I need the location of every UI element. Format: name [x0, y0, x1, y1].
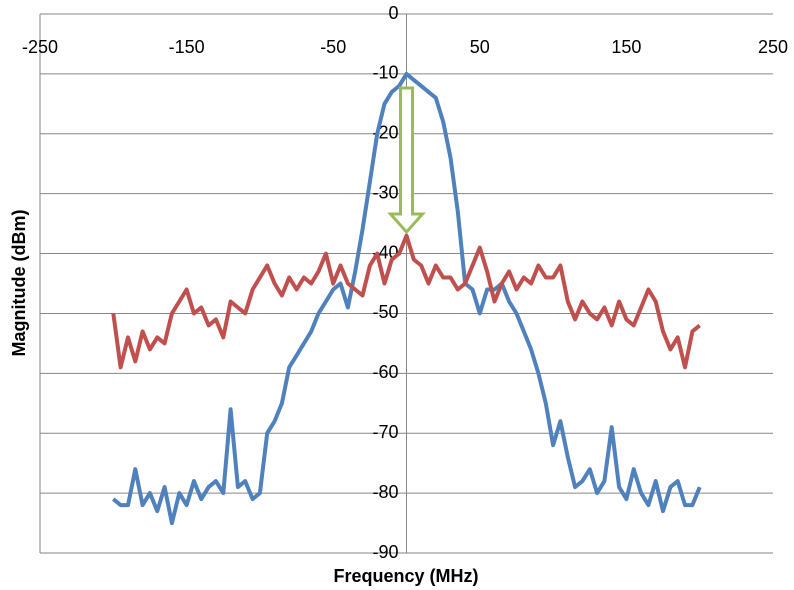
series-line [111, 233, 701, 370]
y-axis-title: Magnitude (dBm) [9, 210, 29, 357]
series-line [112, 71, 702, 526]
x-tick-label: -50 [320, 37, 346, 57]
x-tick-label: -250 [22, 37, 58, 57]
y-tick-label: -90 [372, 542, 398, 562]
x-tick-label: 50 [470, 37, 490, 57]
y-tick-label: -60 [372, 362, 398, 382]
x-tick-label: 250 [758, 37, 788, 57]
y-tick-label: -70 [372, 422, 398, 442]
annotation-arrow [387, 86, 426, 235]
y-tick-label: -80 [372, 482, 398, 502]
y-tick-label: -30 [372, 182, 398, 202]
x-tick-label: 150 [611, 37, 641, 57]
x-axis-title: Frequency (MHz) [333, 566, 478, 586]
y-tick-label: -10 [372, 63, 398, 83]
y-tick-label: 0 [388, 3, 398, 23]
x-tick-label: -150 [169, 37, 205, 57]
arrow-shape [387, 86, 426, 235]
y-tick-label: -50 [372, 302, 398, 322]
